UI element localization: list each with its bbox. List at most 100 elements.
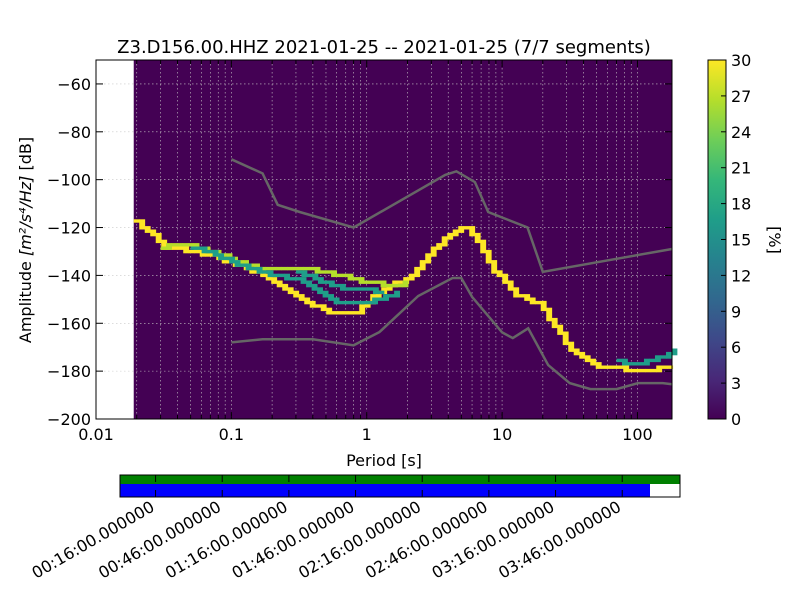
ppsd-cell xyxy=(579,351,586,359)
ppsd-cell xyxy=(353,311,360,315)
ppsd-cell xyxy=(303,266,310,271)
ppsd-cell xyxy=(306,280,313,288)
ppsd-cell xyxy=(205,253,212,257)
colorbar-tick-label: 12 xyxy=(731,266,751,285)
ppsd-cell xyxy=(551,317,558,329)
ppsd-cell xyxy=(188,243,194,247)
ppsd-cell xyxy=(317,287,324,295)
ppsd-cell xyxy=(402,280,409,288)
ppsd-cell xyxy=(334,283,341,288)
x-tick-label: 10 xyxy=(492,425,512,444)
ppsd-cell xyxy=(361,287,368,291)
ppsd-cell xyxy=(573,348,580,356)
colorbar-tick-label: 30 xyxy=(731,51,751,70)
ppsd-cell xyxy=(215,249,222,257)
ppsd-cell xyxy=(355,300,362,305)
ppsd-cell xyxy=(183,246,190,254)
ppsd-cell xyxy=(601,365,608,369)
ppsd-cell xyxy=(314,266,321,274)
ppsd-cell xyxy=(452,229,459,237)
ppsd-cell xyxy=(333,297,340,305)
y-axis-label: Amplitude [m²/s⁴/Hz] [dB] xyxy=(16,137,35,343)
ppsd-cell xyxy=(320,304,327,312)
ppsd-cell xyxy=(441,236,448,247)
ppsd-cell xyxy=(383,294,390,301)
y-tick-label: −180 xyxy=(47,362,91,381)
colorbar-tick-label: 24 xyxy=(731,123,751,142)
ppsd-cell xyxy=(289,277,296,281)
ppsd-cell xyxy=(177,243,183,247)
ppsd-cell xyxy=(218,253,225,261)
ppsd-cell xyxy=(634,368,641,373)
ppsd-cell xyxy=(650,368,657,373)
grid-lines xyxy=(95,60,672,420)
ppsd-cell xyxy=(212,249,219,257)
y-tick-label: −60 xyxy=(57,75,91,94)
ppsd-cell xyxy=(623,365,630,373)
ppsd-cell xyxy=(671,348,678,356)
ppsd-cell xyxy=(557,324,564,335)
colorbar-ticks: 0 3 6 9 12 15 18 21 24 27 30 xyxy=(721,51,751,429)
ppsd-cell xyxy=(361,300,368,305)
ppsd-cell xyxy=(358,277,365,284)
colorbar-tick-label: 21 xyxy=(731,159,751,178)
ppsd-cell xyxy=(649,358,656,363)
ppsd-cell xyxy=(161,239,168,250)
ppsd-cell xyxy=(298,294,305,301)
ppsd-cell xyxy=(328,280,335,288)
ppsd-cell xyxy=(518,294,525,298)
ppsd-cell xyxy=(322,290,329,298)
ppsd-cell xyxy=(491,260,498,274)
x-tick-label: 1 xyxy=(362,425,372,444)
ppsd-cell xyxy=(359,304,366,315)
ppsd-cell xyxy=(344,300,351,305)
ppsd-cell xyxy=(380,280,387,288)
ppsd-cell xyxy=(353,277,359,281)
ppsd-cell xyxy=(638,362,645,366)
ppsd-cell xyxy=(171,243,178,247)
ppsd-cell xyxy=(617,365,624,369)
ppsd-cell xyxy=(388,294,395,298)
ppsd-cell xyxy=(364,280,370,284)
ppsd-cell xyxy=(298,266,304,271)
ppsd-cell xyxy=(616,358,623,363)
ppsd-cell xyxy=(265,266,271,271)
y-tick-label: −140 xyxy=(47,266,91,285)
heatmap-background xyxy=(133,60,673,419)
ppsd-cell xyxy=(546,307,553,322)
ppsd-cell xyxy=(430,246,437,257)
ppsd-heatmap xyxy=(133,219,678,373)
ppsd-cell xyxy=(590,358,597,366)
ppsd-cell xyxy=(300,277,307,284)
ppsd-cell xyxy=(463,226,470,230)
timeline-tick-label: 03:46:00.000000 xyxy=(495,497,624,582)
ppsd-cell xyxy=(312,273,319,281)
ppsd-cell xyxy=(323,280,330,284)
ppsd-cell xyxy=(632,362,639,366)
ppsd-cell xyxy=(394,290,401,298)
x-tick-label: 0.01 xyxy=(78,425,114,444)
colorbar: 0 3 6 9 12 15 18 21 24 27 30 [%] xyxy=(707,51,784,429)
ppsd-cell xyxy=(245,263,252,271)
ppsd-cell xyxy=(656,365,663,373)
ppsd-cell xyxy=(347,273,354,281)
ppsd-cell xyxy=(265,273,272,281)
ppsd-cell xyxy=(628,368,635,373)
ppsd-cell xyxy=(639,368,646,373)
ppsd-cell xyxy=(397,280,404,284)
ppsd-cell xyxy=(480,239,487,254)
ppsd-cell xyxy=(223,256,230,261)
ppsd-cell xyxy=(507,280,514,291)
ppsd-cell xyxy=(237,260,244,264)
ppsd-cell xyxy=(177,246,184,250)
ppsd-cell xyxy=(196,246,203,250)
ppsd-cell xyxy=(381,287,388,295)
ppsd-cell xyxy=(251,266,258,271)
y-tick-label: −200 xyxy=(47,410,91,429)
ppsd-cell xyxy=(378,290,385,295)
ppsd-cell xyxy=(485,249,492,264)
ppsd-cell xyxy=(568,341,575,352)
ppsd-cell xyxy=(234,260,241,267)
ppsd-cell xyxy=(166,243,172,250)
